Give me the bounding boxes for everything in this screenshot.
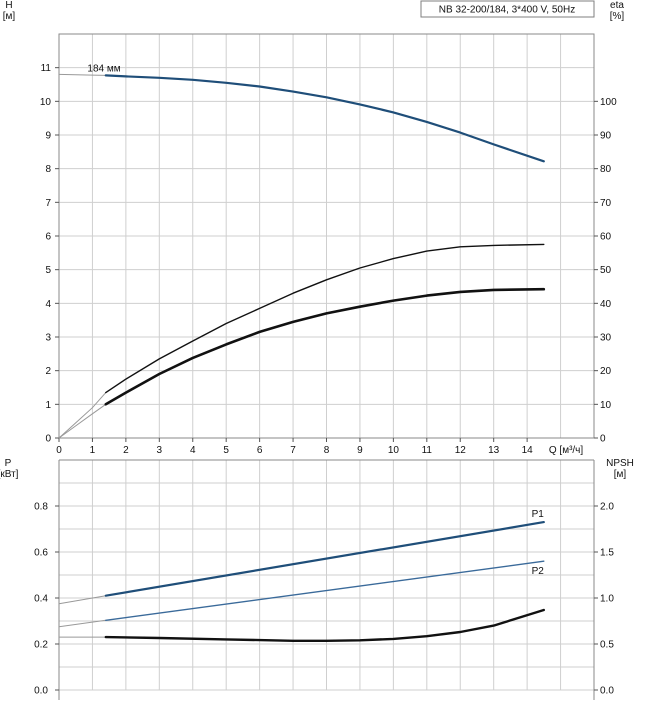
bottom-left-axis-label: [кВт] [0, 469, 19, 480]
top-series-0-extension [58, 73, 106, 76]
bottom-series-1-extension [58, 619, 106, 628]
x-tick-label: 9 [357, 445, 363, 456]
bottom-series-0-extension [58, 595, 106, 605]
top-right-tick-label: 70 [600, 198, 612, 209]
top-left-tick-label: 4 [45, 299, 51, 310]
x-tick-label: 5 [223, 445, 229, 456]
top-right-tick-label: 20 [600, 366, 612, 377]
top-left-tick-label: 3 [45, 333, 51, 344]
top-series-2-extension [58, 403, 107, 439]
top-right-tick-label: 10 [600, 400, 612, 411]
x-tick-label: 0 [56, 445, 62, 456]
bottom-right-axis-label: [м] [614, 469, 627, 480]
title-box [420, 0, 595, 18]
x-tick-label: 13 [488, 445, 500, 456]
bottom-left-tick-label: 0.8 [34, 502, 48, 513]
bottom-chart-grid [55, 459, 598, 700]
top-left-tick-label: 9 [45, 131, 51, 142]
top-left-tick-label: 2 [45, 366, 51, 377]
bottom-right-axis-label: NPSH [606, 458, 634, 469]
top-series-1-extension [58, 392, 107, 439]
top-left-tick-label: 10 [40, 97, 52, 108]
top-right-tick-label: 100 [600, 97, 617, 108]
chart-title: NB 32-200/184, 3*400 V, 50Hz [439, 5, 575, 16]
x-tick-label: 4 [190, 445, 196, 456]
series-label-184mm: 184 мм [87, 63, 120, 74]
top-left-tick-label: 6 [45, 232, 51, 243]
top-chart-grid [55, 33, 598, 442]
bottom-left-tick-label: 0.0 [34, 686, 48, 697]
bottom-right-tick-label: 2.0 [600, 502, 614, 513]
x-tick-label: 1 [90, 445, 96, 456]
top-left-tick-label: 7 [45, 198, 51, 209]
bottom-series-1-line [105, 560, 545, 621]
top-right-axis-label: [%] [610, 11, 625, 22]
series-label-p1: P1 [532, 509, 545, 520]
x-tick-label: 12 [455, 445, 467, 456]
top-left-axis-label: H [5, 0, 12, 11]
top-left-tick-label: 8 [45, 164, 51, 175]
x-tick-label: 7 [290, 445, 296, 456]
top-right-tick-label: 60 [600, 232, 612, 243]
top-right-tick-label: 0 [600, 434, 606, 445]
x-tick-label: 2 [123, 445, 129, 456]
bottom-right-tick-label: 0.5 [600, 640, 614, 651]
top-left-tick-label: 5 [45, 265, 51, 276]
top-left-tick-label: 11 [41, 63, 52, 74]
x-tick-label: 3 [157, 445, 163, 456]
top-left-axis-label: [м] [3, 11, 16, 22]
x-tick-label: 14 [522, 445, 534, 456]
bottom-right-tick-label: 1.0 [600, 594, 614, 605]
top-right-tick-label: 90 [600, 131, 612, 142]
top-left-tick-label: 1 [45, 400, 51, 411]
bottom-left-tick-label: 0.4 [34, 594, 48, 605]
x-tick-label: 10 [388, 445, 400, 456]
top-right-tick-label: 40 [600, 299, 612, 310]
top-series-0-line [104, 74, 545, 163]
bottom-right-tick-label: 1.5 [600, 548, 614, 559]
bottom-right-tick-label: 0.0 [600, 686, 614, 697]
top-left-tick-label: 0 [45, 434, 51, 445]
bottom-left-tick-label: 0.6 [34, 548, 48, 559]
bottom-series-0-line [104, 521, 545, 597]
top-series-1-line [105, 243, 545, 394]
bottom-series-2-line [104, 608, 545, 642]
x-tick-label: 8 [324, 445, 330, 456]
top-right-tick-label: 50 [600, 265, 612, 276]
x-axis-label: Q [м³/ч] [549, 445, 584, 456]
x-tick-label: 11 [422, 445, 433, 456]
top-right-tick-label: 80 [600, 164, 612, 175]
bottom-left-axis-label: P [5, 458, 12, 469]
bottom-left-tick-label: 0.2 [34, 640, 48, 651]
top-chart-series [58, 73, 546, 439]
top-series-2-line [104, 287, 546, 406]
top-right-axis-label: eta [610, 0, 624, 11]
series-label-p2: P2 [532, 566, 545, 577]
top-right-tick-label: 30 [600, 333, 612, 344]
x-tick-label: 6 [257, 445, 263, 456]
bottom-chart-series [58, 521, 545, 642]
